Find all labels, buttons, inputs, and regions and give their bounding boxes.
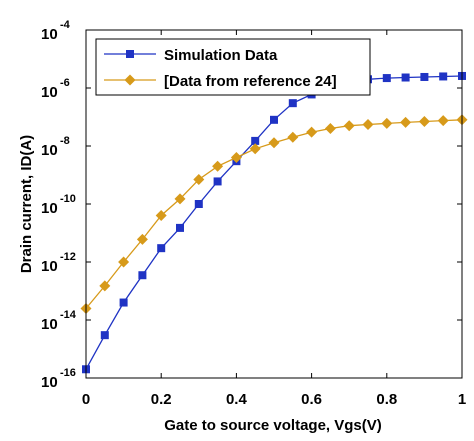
series-1-point (176, 223, 184, 232)
series-2-point (174, 193, 186, 205)
series-2-point (268, 137, 280, 149)
series-1-point (157, 244, 166, 253)
legend-box (95, 38, 371, 96)
series-2-point (230, 152, 242, 164)
y-tick-exponent: -10 (60, 193, 76, 205)
series-2-point (155, 210, 167, 222)
series-2-point (362, 119, 374, 131)
series-1-point (119, 298, 128, 307)
series-1-point (194, 200, 203, 208)
y-tick-exponent: -14 (60, 309, 77, 321)
axes-layer: 0 0.2 0.4 0.6 0.8 110-1610-1410-1210-1010-810… (41, 19, 466, 408)
series-2-point (324, 123, 336, 135)
series-1-point (138, 271, 147, 280)
series-2-point (99, 280, 111, 292)
legend-marker-2 (124, 74, 136, 86)
series-2-point (287, 131, 299, 143)
y-tick-label: 10 (41, 84, 58, 101)
y-tick-label: 10 (41, 142, 58, 159)
series-1-point (382, 74, 391, 83)
series-2-point (212, 160, 224, 172)
legend-label-2: [Data from reference 24] (164, 73, 337, 90)
series-2-point (306, 126, 318, 138)
series-1-point (251, 136, 260, 145)
series-2-point (249, 143, 261, 155)
legend-label-1: Simulation Data (164, 47, 278, 64)
series-2-point (193, 173, 205, 185)
y-tick-label: 10 (41, 258, 58, 275)
series-2-point (437, 115, 449, 127)
x-tick-label: 1 (458, 391, 466, 408)
series-1-point (213, 177, 222, 186)
x-tick-label: 0.4 (226, 391, 248, 408)
x-tick-label: 0 (82, 391, 90, 408)
y-tick-exponent: -12 (60, 251, 76, 263)
series-2-point (418, 115, 430, 127)
y-tick-exponent: -6 (60, 77, 70, 89)
series-1-point (100, 331, 109, 340)
series-2-point (136, 233, 148, 245)
y-tick-label: 10 (41, 374, 58, 391)
legend: Simulation Data [Data from reference 24] (95, 38, 371, 96)
series-2-point (118, 256, 130, 268)
series-1-point (401, 73, 410, 82)
x-tick-label: 0.8 (376, 391, 397, 408)
series-2-point (381, 117, 393, 129)
x-axis-label: Gate to source voltage, Vgs(V) (164, 417, 382, 434)
series-1-point (270, 115, 278, 124)
y-tick-label: 10 (41, 316, 58, 333)
series-layer (80, 71, 468, 374)
series-2-point (343, 120, 355, 132)
y-tick-exponent: -4 (60, 19, 71, 31)
y-tick-label: 10 (41, 26, 58, 43)
series-2-point (400, 116, 412, 128)
series-1-point (439, 72, 448, 81)
y-axis-label: Drain current, ID(A) (18, 135, 35, 273)
series-1-point (420, 72, 429, 81)
x-tick-label: 0.6 (301, 391, 322, 408)
x-tick-label: 0.2 (151, 391, 172, 408)
y-tick-label: 10 (41, 200, 58, 217)
y-tick-exponent: -16 (60, 367, 76, 379)
series-1-point (288, 99, 297, 108)
y-tick-exponent: -8 (60, 135, 70, 147)
legend-marker-1 (126, 50, 134, 58)
